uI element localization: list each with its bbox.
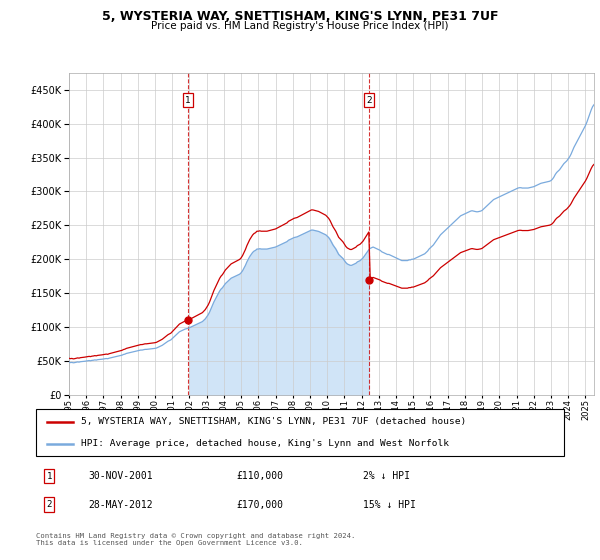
Text: 5, WYSTERIA WAY, SNETTISHAM, KING'S LYNN, PE31 7UF: 5, WYSTERIA WAY, SNETTISHAM, KING'S LYNN…: [102, 10, 498, 23]
Text: HPI: Average price, detached house, King's Lynn and West Norfolk: HPI: Average price, detached house, King…: [81, 439, 449, 448]
Text: 30-NOV-2001: 30-NOV-2001: [89, 471, 154, 481]
Text: £110,000: £110,000: [236, 471, 284, 481]
Text: 1: 1: [185, 96, 191, 105]
Text: Price paid vs. HM Land Registry's House Price Index (HPI): Price paid vs. HM Land Registry's House …: [151, 21, 449, 31]
Text: 2: 2: [366, 96, 371, 105]
Text: 28-MAY-2012: 28-MAY-2012: [89, 500, 154, 510]
Text: Contains HM Land Registry data © Crown copyright and database right 2024.
This d: Contains HM Land Registry data © Crown c…: [36, 533, 355, 546]
Text: 5, WYSTERIA WAY, SNETTISHAM, KING'S LYNN, PE31 7UF (detached house): 5, WYSTERIA WAY, SNETTISHAM, KING'S LYNN…: [81, 417, 466, 426]
Text: £170,000: £170,000: [236, 500, 284, 510]
Text: 15% ↓ HPI: 15% ↓ HPI: [364, 500, 416, 510]
Text: 2: 2: [47, 500, 52, 509]
Text: 2% ↓ HPI: 2% ↓ HPI: [364, 471, 410, 481]
Text: 1: 1: [47, 472, 52, 480]
